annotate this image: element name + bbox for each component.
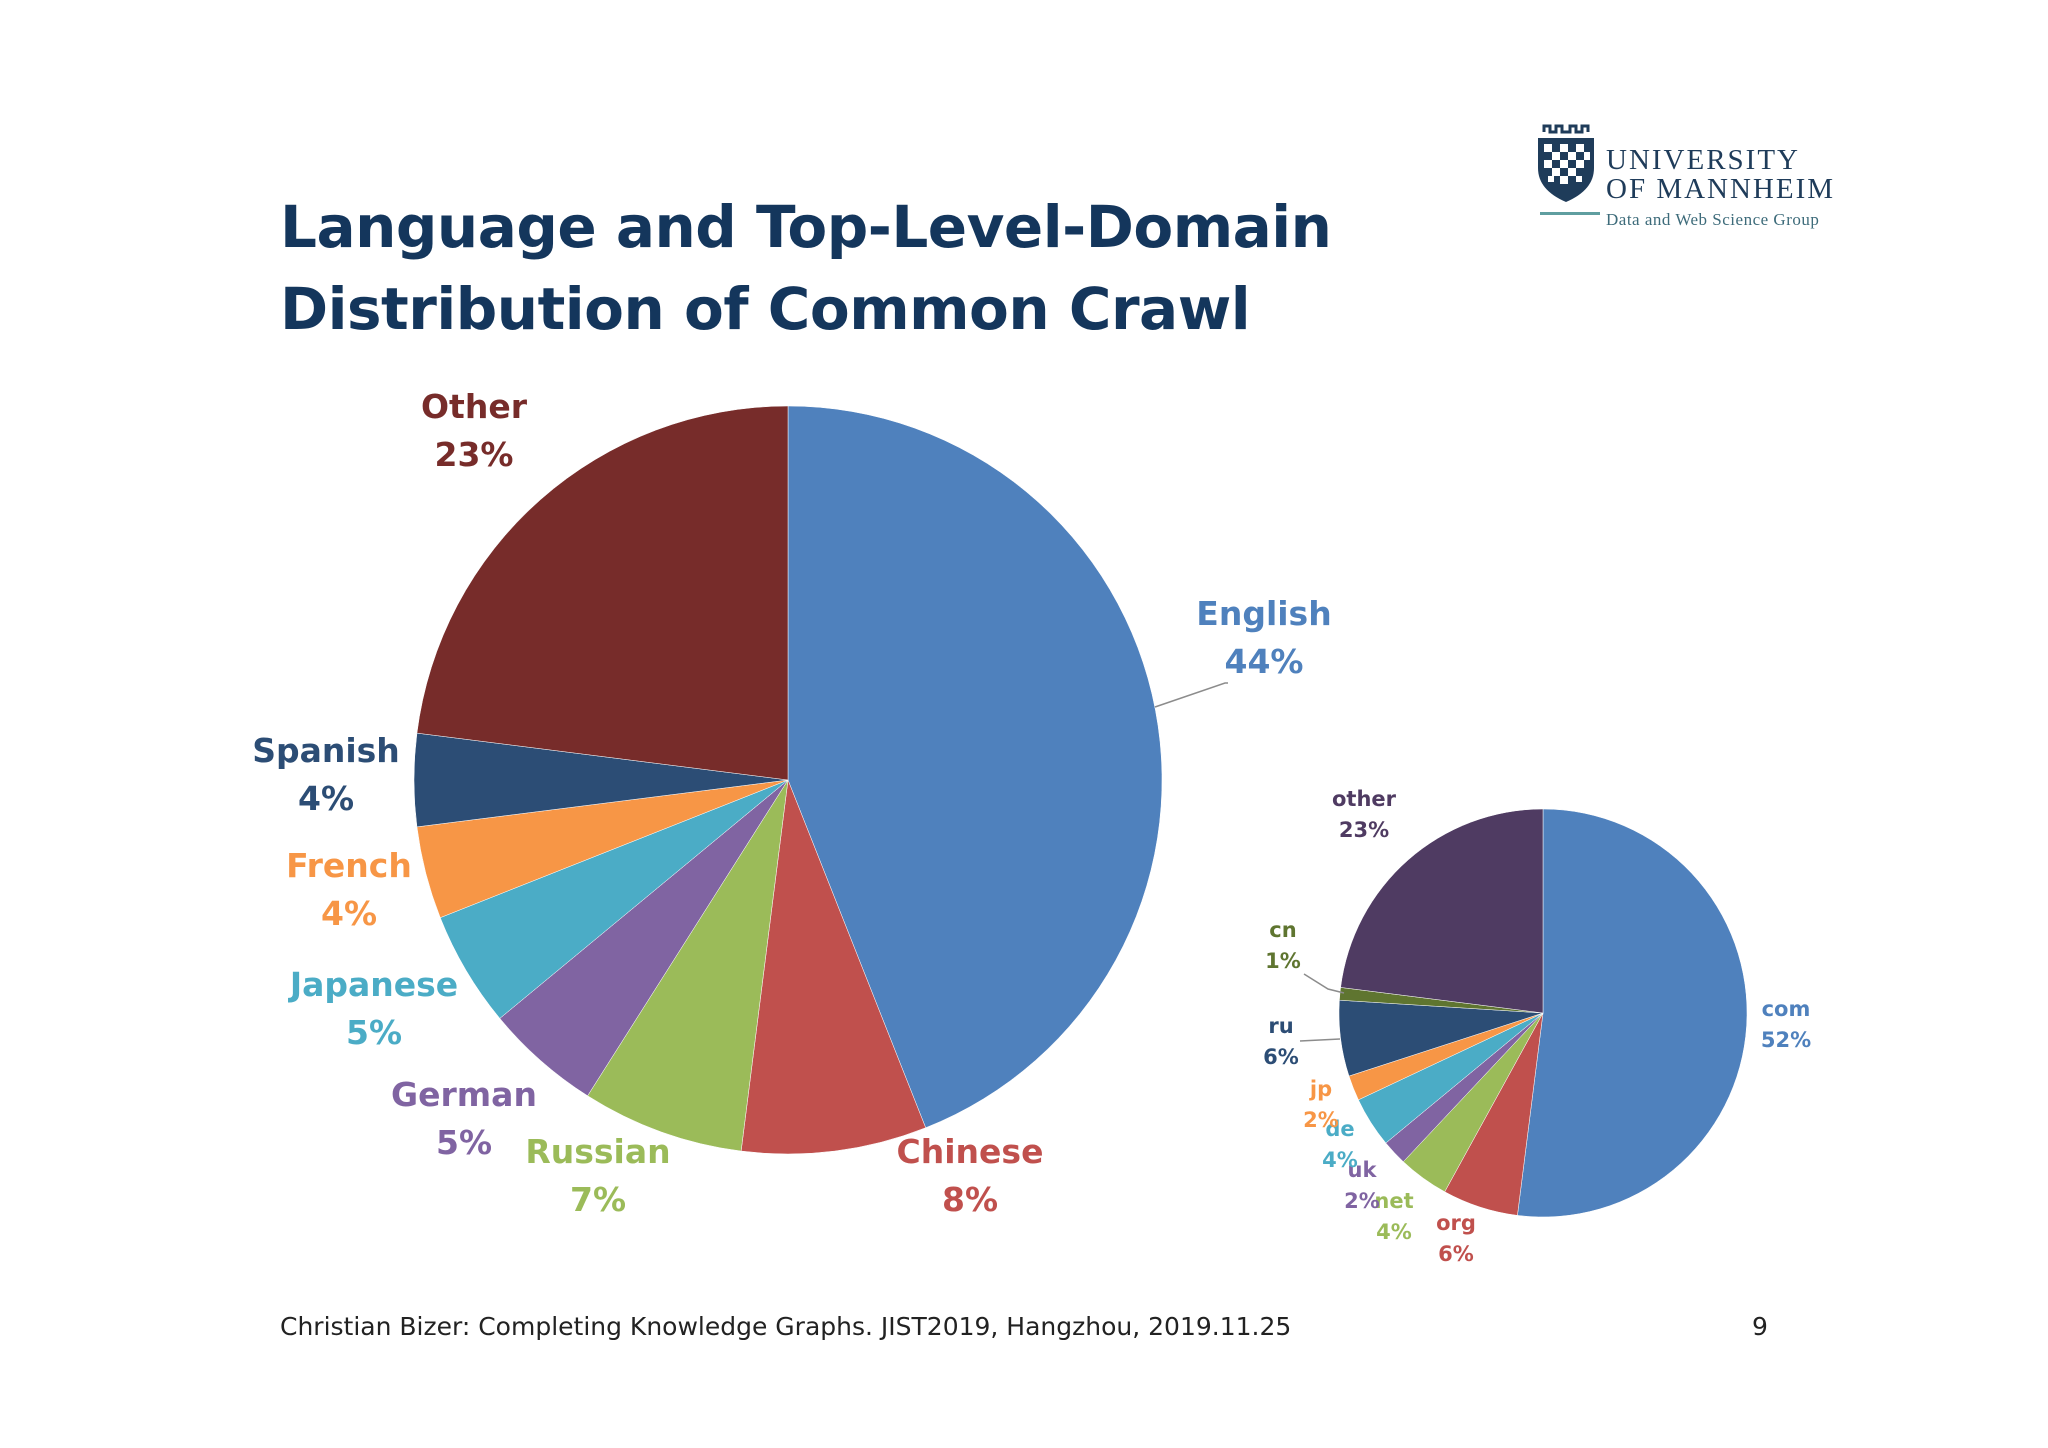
slice-label-com: com bbox=[1762, 997, 1811, 1021]
slice-value-other: 23% bbox=[435, 435, 514, 474]
slice-label-uk: uk bbox=[1348, 1158, 1378, 1182]
slice-label-russian: Russian bbox=[525, 1132, 670, 1171]
slice-value-de: 4% bbox=[1322, 1148, 1358, 1172]
slice-label-english: English bbox=[1196, 594, 1331, 633]
leader-line-english bbox=[1154, 682, 1228, 708]
slice-com bbox=[1517, 808, 1748, 1218]
pie-chart-1: English 44% Chinese 8% Russian 7% German 5% Japa… bbox=[252, 387, 1332, 1219]
slice-value-uk: 2% bbox=[1344, 1189, 1380, 1213]
slice-value-other: 23% bbox=[1339, 818, 1389, 842]
slice-label-chinese: Chinese bbox=[897, 1132, 1044, 1171]
slice-value-ru: 6% bbox=[1263, 1045, 1299, 1069]
slide-title-line2: Distribution of Common Crawl bbox=[280, 275, 1251, 343]
slice-value-org: 6% bbox=[1438, 1242, 1474, 1266]
pie-chart-2: com52%org6%net4%uk2%de4%jp2%ru6%cn1%othe… bbox=[1263, 787, 1811, 1266]
slice-value-com: 52% bbox=[1761, 1028, 1811, 1052]
slice-value-french: 4% bbox=[321, 894, 377, 933]
slice-russian bbox=[587, 779, 789, 1152]
logo-subtitle: Data and Web Science Group bbox=[1606, 210, 1820, 229]
slice-value-german: 5% bbox=[436, 1123, 492, 1162]
crest-icon bbox=[1538, 124, 1594, 202]
slice-other bbox=[1340, 808, 1544, 1014]
slice-other bbox=[416, 405, 789, 781]
slice-value-chinese: 8% bbox=[942, 1180, 998, 1219]
slice-label-spanish: Spanish bbox=[252, 731, 400, 770]
footer-citation: Christian Bizer: Completing Knowledge Gr… bbox=[280, 1312, 1292, 1341]
leader-line-ru bbox=[1299, 1038, 1341, 1042]
slice-value-japanese: 5% bbox=[346, 1013, 402, 1052]
slice-label-org: org bbox=[1436, 1211, 1476, 1235]
university-logo: UNIVERSITY OF MANNHEIM Data and Web Scie… bbox=[1528, 124, 1858, 234]
slice-value-spanish: 4% bbox=[298, 779, 354, 818]
slice-label-other: other bbox=[1332, 787, 1397, 811]
slice-label-cn: cn bbox=[1269, 918, 1296, 942]
slice-english bbox=[787, 405, 1163, 1129]
slice-label-net: net bbox=[1374, 1189, 1413, 1213]
slice-label-other: Other bbox=[421, 387, 528, 426]
slice-chinese bbox=[740, 779, 927, 1155]
slide-title-line1: Language and Top-Level-Domain bbox=[280, 193, 1332, 261]
slice-label-french: French bbox=[286, 846, 412, 885]
logo-line1: UNIVERSITY bbox=[1606, 144, 1800, 176]
leader-line-cn bbox=[1303, 973, 1345, 994]
page-number: 9 bbox=[1752, 1312, 1768, 1341]
logo-wordmark: UNIVERSITY OF MANNHEIM bbox=[1606, 146, 1835, 204]
slice-value-english: 44% bbox=[1225, 642, 1304, 681]
slice-label-japanese: Japanese bbox=[288, 965, 458, 1004]
slice-label-ru: ru bbox=[1268, 1014, 1293, 1038]
slice-label-de: de bbox=[1325, 1117, 1354, 1141]
slice-value-jp: 2% bbox=[1303, 1108, 1339, 1132]
slide-title: Language and Top-Level-Domain Distributi… bbox=[280, 186, 1380, 350]
slice-label-jp: jp bbox=[1309, 1077, 1332, 1101]
slice-value-cn: 1% bbox=[1265, 949, 1301, 973]
logo-underline bbox=[1540, 212, 1600, 215]
slice-label-german: German bbox=[391, 1075, 537, 1114]
logo-line2: OF MANNHEIM bbox=[1606, 173, 1836, 205]
slice-value-net: 4% bbox=[1376, 1220, 1412, 1244]
slice-value-russian: 7% bbox=[570, 1180, 626, 1219]
